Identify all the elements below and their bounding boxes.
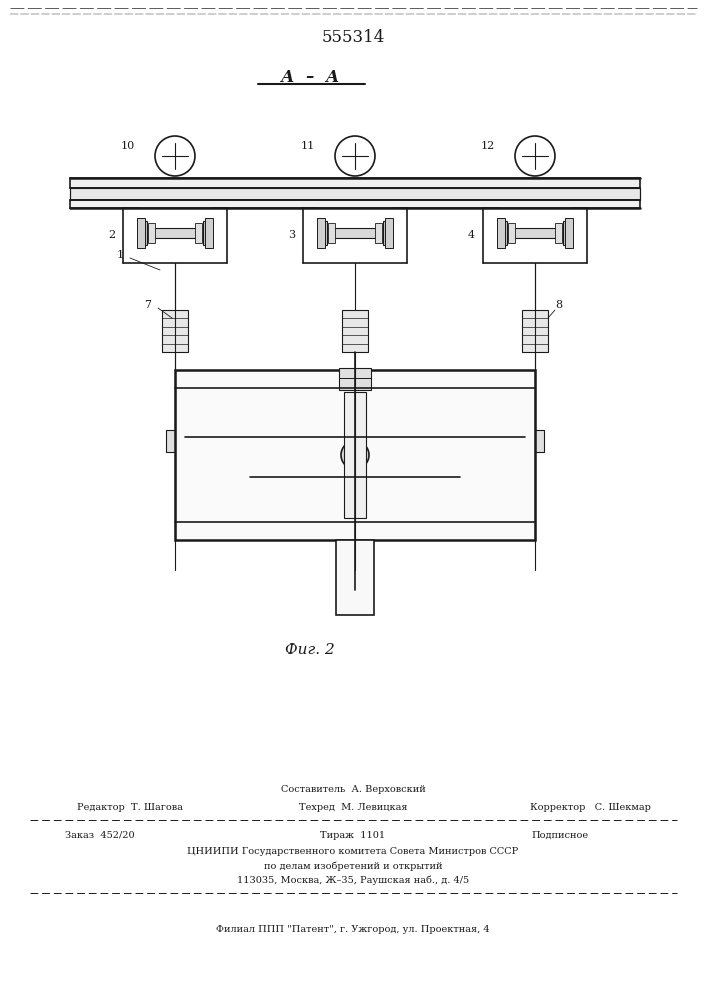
Text: Техред  М. Левицкая: Техред М. Левицкая <box>299 804 407 812</box>
Circle shape <box>350 450 360 460</box>
Bar <box>336 540 374 615</box>
Bar <box>166 430 184 452</box>
Bar <box>70 178 640 188</box>
Bar <box>565 218 573 248</box>
Bar <box>194 223 201 243</box>
Bar <box>203 221 211 245</box>
Bar <box>375 223 382 243</box>
Bar <box>497 218 505 248</box>
Text: ЦНИИПИ Государственного комитета Совета Министров СССР: ЦНИИПИ Государственного комитета Совета … <box>187 848 519 856</box>
Circle shape <box>341 441 369 469</box>
Text: А  –  А: А – А <box>281 70 339 87</box>
Circle shape <box>155 136 195 176</box>
Bar <box>175 370 535 540</box>
Bar <box>385 218 393 248</box>
Text: 7: 7 <box>144 300 151 310</box>
Bar <box>328 223 335 243</box>
Bar <box>342 310 368 352</box>
Bar <box>205 218 213 248</box>
Text: 555314: 555314 <box>321 29 385 46</box>
Text: 8: 8 <box>555 300 562 310</box>
Bar <box>563 221 571 245</box>
Text: Редактор  Т. Шагова: Редактор Т. Шагова <box>77 804 183 812</box>
Text: 10: 10 <box>121 141 135 151</box>
Bar <box>318 221 327 245</box>
Text: Составитель  А. Верховский: Составитель А. Верховский <box>281 786 426 794</box>
Bar <box>506 228 563 238</box>
Text: по делам изобретений и открытий: по делам изобретений и открытий <box>264 861 443 871</box>
Text: 113035, Москва, Ж–35, Раушская наб., д. 4/5: 113035, Москва, Ж–35, Раушская наб., д. … <box>237 875 469 885</box>
Bar <box>498 221 508 245</box>
Text: Заказ  452/20: Заказ 452/20 <box>65 830 135 840</box>
Text: 11: 11 <box>300 141 315 151</box>
Text: Корректор   С. Шекмар: Корректор С. Шекмар <box>530 804 650 812</box>
Bar <box>139 221 147 245</box>
Bar <box>317 218 325 248</box>
Bar <box>526 430 544 452</box>
Bar <box>508 223 515 243</box>
Bar <box>339 368 371 390</box>
Bar <box>344 392 366 518</box>
Bar <box>70 200 640 208</box>
Bar <box>382 221 392 245</box>
Text: Подписное: Подписное <box>532 830 588 840</box>
Circle shape <box>335 136 375 176</box>
Text: Филиал ППП "Патент", г. Ужгород, ул. Проектная, 4: Филиал ППП "Патент", г. Ужгород, ул. Про… <box>216 926 490 934</box>
Text: 1: 1 <box>117 250 124 260</box>
Bar <box>327 228 384 238</box>
Text: 3: 3 <box>288 231 295 240</box>
Text: 12: 12 <box>481 141 495 151</box>
Text: Тираж  1101: Тираж 1101 <box>320 830 385 840</box>
Text: 4: 4 <box>468 231 475 240</box>
Bar <box>146 228 204 238</box>
Bar <box>522 310 548 352</box>
Text: Фиг. 2: Фиг. 2 <box>285 643 335 657</box>
Text: 2: 2 <box>108 231 115 240</box>
Circle shape <box>515 136 555 176</box>
Bar <box>148 223 156 243</box>
Bar <box>162 310 188 352</box>
Bar <box>554 223 561 243</box>
Bar <box>70 188 640 200</box>
Bar <box>137 218 145 248</box>
